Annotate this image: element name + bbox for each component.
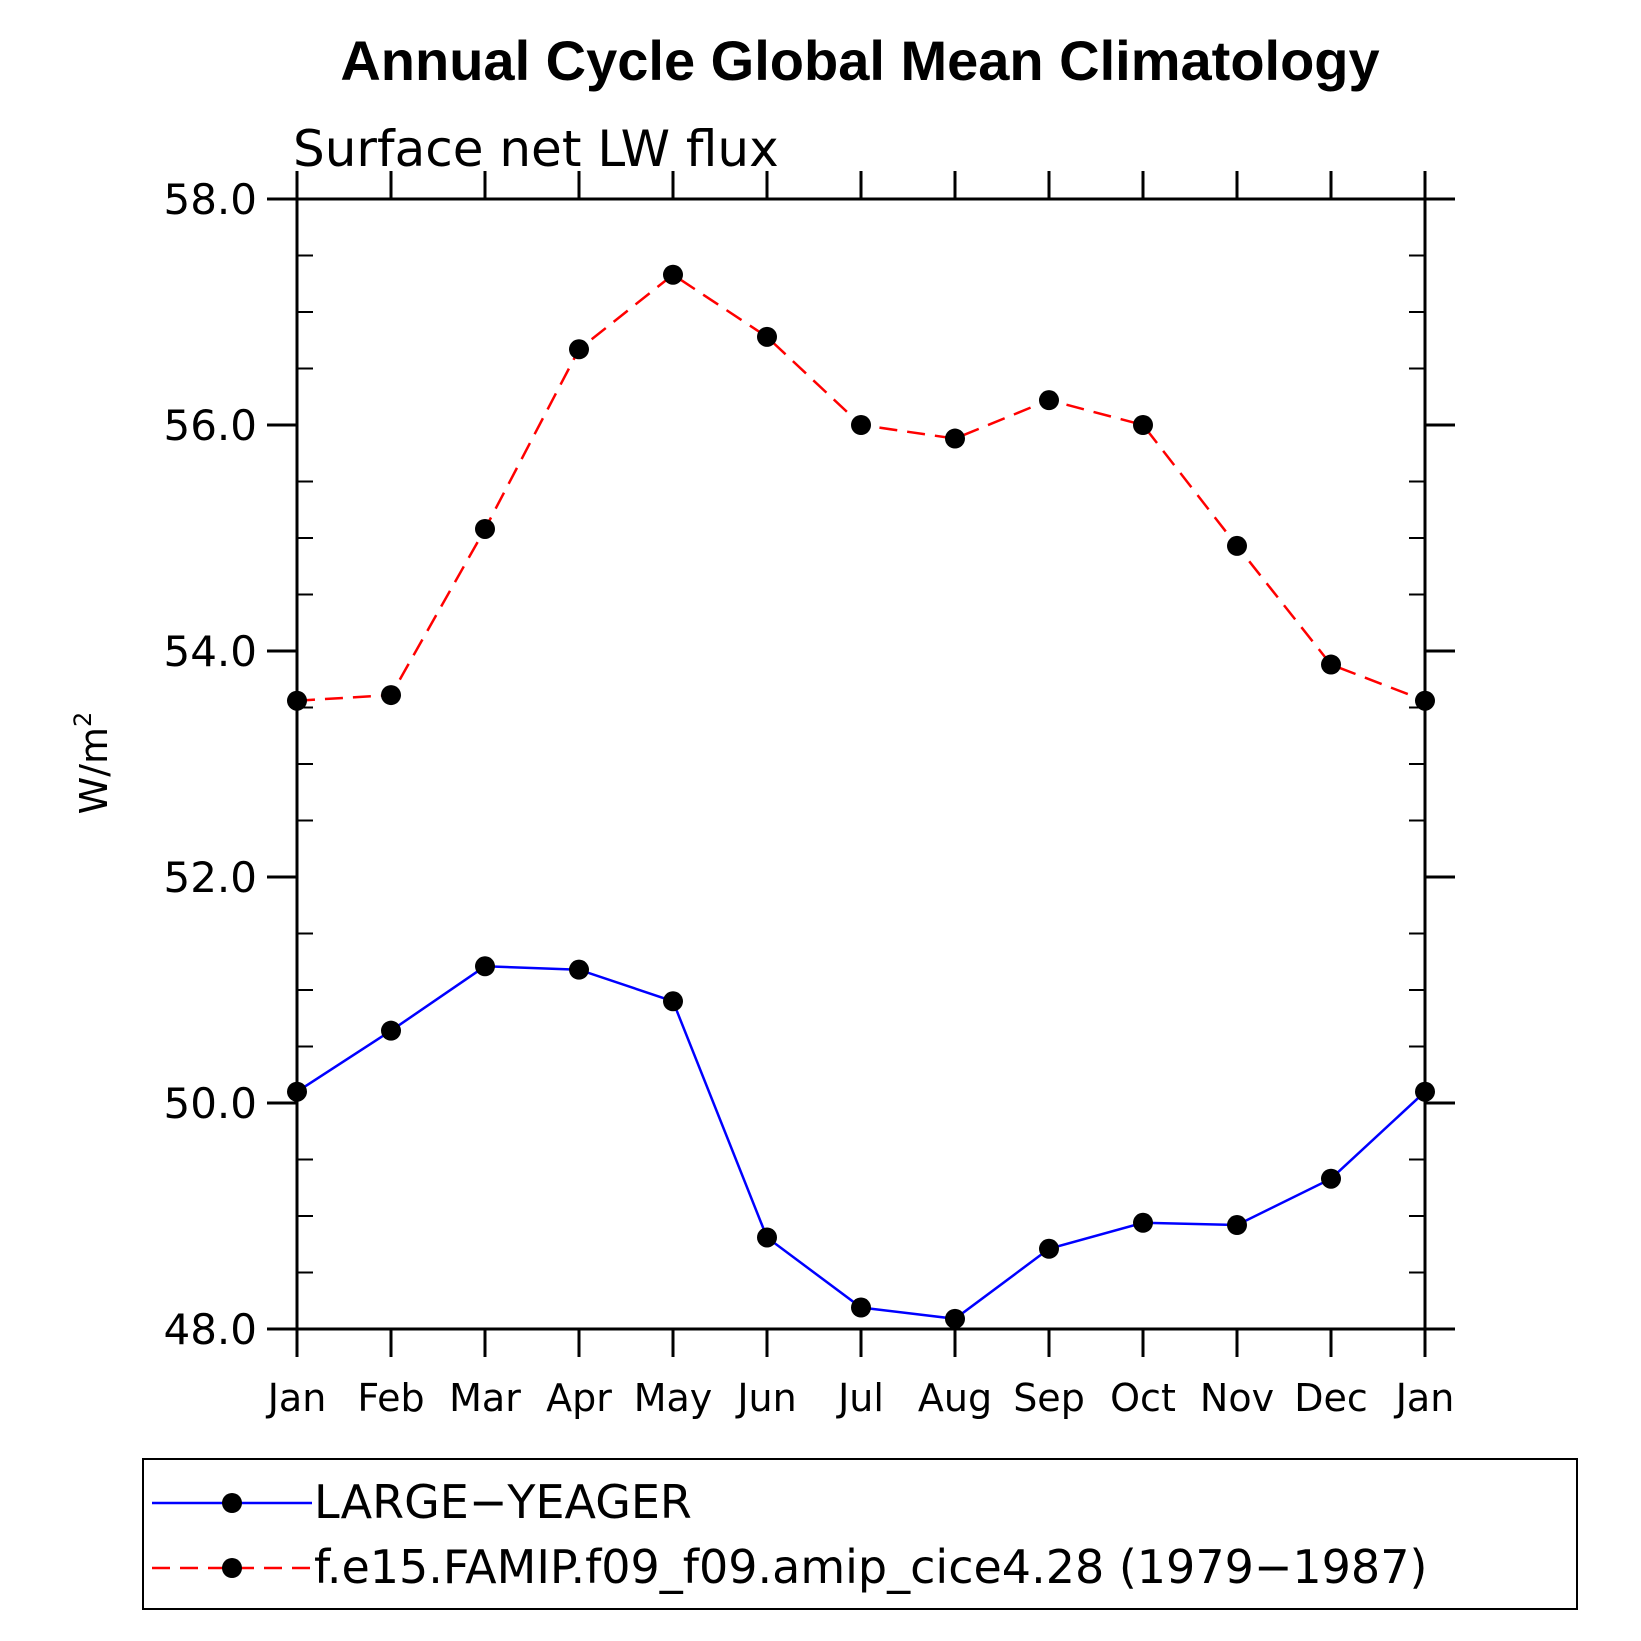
y-tick-label: 56.0 [163, 401, 257, 450]
data-point-1 [1227, 535, 1247, 556]
x-tick-label: Aug [918, 1376, 992, 1420]
data-point-0 [475, 956, 495, 977]
data-point-1 [1321, 654, 1341, 675]
data-point-0 [945, 1308, 965, 1329]
axes-group: 48.0 50.0 52.0 54.0 56.0 58.0 Jan Feb Mar Apr May J… [163, 171, 1455, 1420]
data-point-0 [1415, 1081, 1435, 1102]
data-point-1 [663, 264, 683, 285]
plot-frame [295, 197, 1427, 1331]
legend-label-large-yeager: LARGE−YEAGER [314, 1475, 692, 1529]
data-point-1 [569, 339, 589, 360]
data-point-0 [663, 991, 683, 1012]
legend-marker-famip [222, 1558, 242, 1578]
series-line-1 [296, 273, 1426, 702]
data-point-1 [1133, 415, 1153, 435]
data-point-0 [287, 1081, 307, 1102]
x-tick-label: Feb [357, 1376, 424, 1420]
data-point-1 [851, 415, 871, 435]
data-point-1 [287, 690, 307, 711]
series-group [287, 264, 1435, 1329]
data-point-0 [381, 1020, 401, 1041]
x-tick-label: Jul [836, 1376, 884, 1420]
y-tick-label: 54.0 [163, 627, 257, 676]
data-point-0 [569, 959, 589, 980]
chart-title: Annual Cycle Global Mean Climatology [340, 29, 1379, 92]
chart-subtitle: Surface net LW flux [293, 120, 779, 178]
y-tick-label: 48.0 [163, 1305, 257, 1354]
x-tick-label: Apr [546, 1376, 612, 1420]
series-line-0 [296, 965, 1426, 1321]
data-point-0 [1321, 1168, 1341, 1189]
data-point-1 [757, 326, 777, 347]
data-point-0 [1133, 1212, 1153, 1233]
data-point-0 [1227, 1215, 1247, 1236]
x-tick-label: Mar [449, 1376, 521, 1420]
y-tick-label: 50.0 [163, 1079, 257, 1128]
x-tick-label: Jan [1394, 1376, 1455, 1420]
y-tick-label: 58.0 [163, 175, 257, 224]
x-tick-label: Dec [1294, 1376, 1368, 1420]
y-axis-label-base: W/m [72, 727, 116, 814]
x-tick-label: May [634, 1376, 713, 1420]
data-point-1 [1415, 690, 1435, 711]
data-point-0 [1039, 1238, 1059, 1259]
data-point-1 [945, 428, 965, 449]
x-tick-label: Jan [266, 1376, 327, 1420]
legend-box [142, 1458, 1578, 1610]
legend-label-famip: f.e15.FAMIP.f09_f09.amip_cice4.28 (1979−… [314, 1540, 1427, 1594]
y-axis-label-superscript: 2 [69, 712, 97, 727]
y-axis-label: W/m2 [69, 712, 116, 815]
legend-marker-large-yeager [222, 1493, 242, 1513]
x-tick-label: Oct [1110, 1376, 1176, 1420]
y-tick-label: 52.0 [163, 853, 257, 902]
x-tick-label: Sep [1013, 1376, 1085, 1420]
data-point-1 [475, 518, 495, 539]
data-point-1 [381, 685, 401, 706]
data-point-0 [851, 1297, 871, 1318]
legend: LARGE−YEAGER f.e15.FAMIP.f09_f09.amip_ci… [142, 1458, 1578, 1610]
x-tick-label: Jun [735, 1376, 796, 1420]
data-point-1 [1039, 390, 1059, 411]
x-tick-label: Nov [1200, 1376, 1274, 1420]
data-point-0 [757, 1227, 777, 1248]
